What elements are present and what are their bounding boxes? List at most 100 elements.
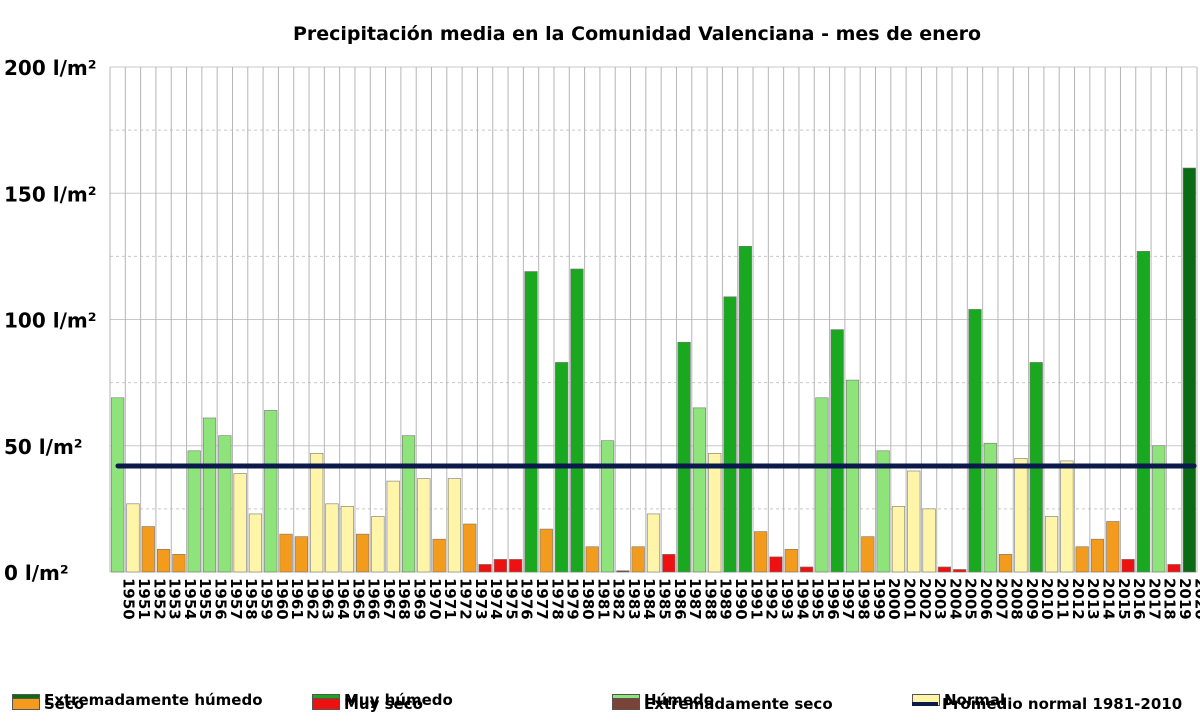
x-tick-label: 2016 xyxy=(1130,578,1148,620)
x-tick-label: 1990 xyxy=(732,578,750,620)
bar-2019 xyxy=(1167,564,1181,573)
bar-1994 xyxy=(784,548,798,573)
x-tick-label: 1951 xyxy=(135,578,153,620)
bar-1984 xyxy=(631,546,645,573)
bar-1950 xyxy=(111,397,125,573)
y-tick-label: 50 l/m² xyxy=(4,435,83,459)
bar-2003 xyxy=(922,508,936,573)
bar-2015 xyxy=(1106,521,1120,573)
x-tick-label: 2001 xyxy=(900,578,918,620)
bar-2001 xyxy=(891,506,906,573)
bar-1990 xyxy=(723,296,737,573)
y-tick-label: 0 l/m² xyxy=(4,561,69,585)
x-tick-label: 1984 xyxy=(640,578,658,620)
x-tick-label: 1958 xyxy=(242,578,260,620)
y-axis: 0 l/m² 50 l/m² 100 l/m² 150 l/m² 200 l/m² xyxy=(4,56,96,585)
bar-2008 xyxy=(999,554,1013,573)
chart-title: Precipitación media en la Comunidad Vale… xyxy=(293,23,981,45)
bar-1952 xyxy=(141,526,155,573)
x-tick-label: 2019 xyxy=(1176,578,1194,620)
x-tick-label: 1981 xyxy=(594,578,612,620)
bar-1976 xyxy=(509,559,523,573)
bars xyxy=(111,167,1196,573)
x-tick-label: 2012 xyxy=(1069,578,1087,620)
x-tick-label: 1953 xyxy=(166,578,184,620)
y-tick-label: 150 l/m² xyxy=(4,182,96,206)
x-tick-label: 2015 xyxy=(1115,578,1133,620)
bar-1978 xyxy=(539,528,553,573)
x-tick-label: 1976 xyxy=(518,578,536,620)
x-tick-label: 1978 xyxy=(548,578,566,620)
x-tick-label: 2006 xyxy=(977,578,995,620)
x-tick-label: 1995 xyxy=(809,578,827,620)
x-tick-label: 1952 xyxy=(150,578,168,620)
bar-2017 xyxy=(1136,251,1150,573)
x-tick-label: 1967 xyxy=(380,578,398,620)
bar-1980 xyxy=(570,268,584,573)
x-tick-label: 1989 xyxy=(717,578,735,620)
bar-2020 xyxy=(1182,167,1196,573)
x-tick-label: 1959 xyxy=(257,578,275,620)
x-tick-label: 1988 xyxy=(701,578,719,620)
bar-1965 xyxy=(340,506,354,573)
x-tick-label: 1999 xyxy=(870,578,888,620)
y-tick-label: 200 l/m² xyxy=(4,56,96,80)
legend-swatch-muy-seco xyxy=(312,698,340,710)
bar-1996 xyxy=(815,397,829,573)
x-tick-label: 2010 xyxy=(1038,578,1056,620)
x-tick-label: 2002 xyxy=(916,578,934,620)
bar-1975 xyxy=(493,559,507,573)
x-tick-label: 2005 xyxy=(962,578,980,620)
x-tick-label: 1973 xyxy=(472,578,490,620)
bar-1969 xyxy=(401,435,416,573)
bar-1997 xyxy=(830,329,844,573)
x-tick-label: 1992 xyxy=(763,578,781,620)
bar-2009 xyxy=(1014,458,1028,573)
x-tick-label: 2007 xyxy=(992,578,1010,620)
x-tick-label: 1982 xyxy=(610,578,628,620)
bar-1971 xyxy=(432,538,446,573)
x-tick-label: 1979 xyxy=(564,578,582,620)
x-tick-label: 1993 xyxy=(778,578,796,620)
x-tick-label: 2000 xyxy=(885,578,903,620)
bar-1991 xyxy=(738,245,752,573)
x-tick-label: 1964 xyxy=(334,578,352,620)
bar-2004 xyxy=(937,566,951,573)
legend-label: Húmedo xyxy=(644,691,715,709)
bar-1964 xyxy=(325,503,339,573)
x-tick-label: 2008 xyxy=(1008,578,1026,620)
bar-1967 xyxy=(371,516,385,573)
bar-2000 xyxy=(876,450,890,573)
x-tick-label: 2013 xyxy=(1084,578,1102,620)
bar-1972 xyxy=(447,478,462,573)
x-tick-label: 1974 xyxy=(487,578,505,620)
x-tick-label: 1975 xyxy=(502,578,520,620)
x-tick-label: 1997 xyxy=(839,578,857,620)
x-tick-label: 1966 xyxy=(365,578,383,620)
x-tick-label: 1994 xyxy=(793,578,811,620)
bar-1989 xyxy=(708,453,722,573)
bar-1968 xyxy=(386,480,400,573)
x-tick-label: 1957 xyxy=(227,578,245,620)
bar-1986 xyxy=(662,554,676,573)
legend-label: Extremadamente húmedo xyxy=(44,691,263,709)
x-tick-label: 1998 xyxy=(855,578,873,620)
bar-1998 xyxy=(845,379,860,573)
legend-item-extremadamente-seco: Extremadamente seco xyxy=(612,694,833,714)
bar-1970 xyxy=(417,478,431,573)
legend-label: Muy húmedo xyxy=(344,691,453,709)
legend-swatch-extremadamente-seco xyxy=(612,698,640,710)
x-tick-label: 1985 xyxy=(656,578,674,620)
legend-label: Muy seco xyxy=(344,695,423,713)
x-tick-label: 1965 xyxy=(349,578,367,620)
x-tick-label: 1991 xyxy=(747,578,765,620)
x-tick-label: 1960 xyxy=(273,578,291,620)
x-tick-label: 1963 xyxy=(319,578,337,620)
bar-1999 xyxy=(861,536,875,573)
x-tick-label: 2003 xyxy=(931,578,949,620)
bar-2018 xyxy=(1152,445,1166,573)
x-tick-label: 1961 xyxy=(288,578,306,620)
x-tick-label: 1971 xyxy=(441,578,459,620)
legend: Extremadamente húmedo Muy húmedo Húmedo … xyxy=(0,688,1200,721)
bar-1977 xyxy=(524,271,538,573)
